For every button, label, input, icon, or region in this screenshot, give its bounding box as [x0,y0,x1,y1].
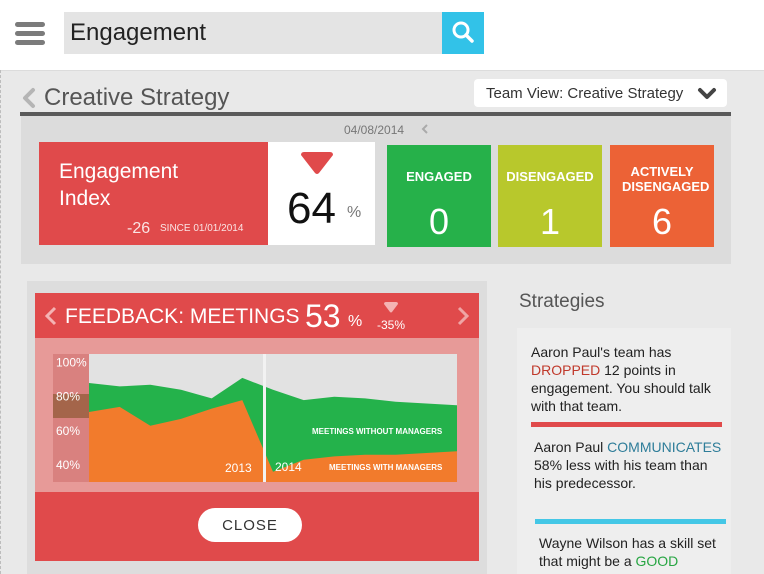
engagement-index-card: Engagement Index -26 SINCE 01/01/2014 [39,142,268,245]
date-label: 04/08/2014 [344,123,405,137]
chevron-right-icon[interactable] [457,306,469,326]
title-underline [20,112,731,116]
series-label: MEETINGS WITHOUT MANAGERS [312,427,443,436]
feedback-chart: 100% 80% 60% 40% 2013 2014 MEETINGS WITHOUT MA… [53,354,457,482]
y-tick-label: 40% [56,458,80,472]
search-icon [452,21,474,43]
tile-label: ACTIVELY DISENGAGED [622,164,710,194]
heart-icon [301,152,333,174]
feedback-percent-unit: % [348,313,363,330]
engaged-tile[interactable]: ENGAGED 0 [387,145,491,247]
page-title: Creative Strategy [44,84,230,111]
tile-label: DISENGAGED [506,169,594,184]
strategy-highlight: GOOD [635,553,679,569]
strategy-highlight: DROPPED [531,362,601,378]
strategy-card[interactable]: Aaron Paul COMMUNICATES 58% less with hi… [534,438,724,492]
back-chevron-icon[interactable] [19,87,41,109]
feedback-percent: 53 [305,298,341,334]
x-tick-label: 2014 [275,460,302,474]
divider [0,70,2,574]
strategy-divider [531,422,722,427]
series-with-managers-area [89,400,457,482]
menu-icon[interactable] [15,22,45,46]
series-label: MEETINGS WITH MANAGERS [329,463,443,472]
team-view-select[interactable]: Team View: Creative Strategy [474,79,727,107]
strategy-text: Aaron Paul [534,439,608,455]
feedback-header: FEEDBACK: MEETINGS 53 % -35% [35,293,479,338]
engagement-index-title: Engagement Index [59,160,179,210]
engagement-index-delta: -26 [127,220,151,237]
engagement-index-value: 64 [287,184,336,233]
strategy-text: Wayne Wilson has a skill set that might … [539,535,716,569]
search-input[interactable] [64,12,442,54]
engagement-index-since: SINCE 01/01/2014 [160,223,244,234]
chevron-down-icon [698,88,716,99]
feedback-title: FEEDBACK: MEETINGS [65,305,300,328]
strategy-text: 12 points in engagement. You should talk… [531,362,711,414]
strategy-text: 58% less with his team than his predeces… [534,457,708,491]
y-tick-label: 100% [56,356,87,370]
strategy-text: Aaron Paul's team has [531,344,672,360]
strategy-card[interactable]: Wayne Wilson has a skill set that might … [539,534,729,570]
feedback-delta: -35% [377,318,406,332]
y-axis-highlight [53,394,89,418]
year-divider [263,354,266,482]
strategy-highlight: COMMUNICATES [607,439,722,455]
search-button[interactable] [442,12,484,54]
strategies-panel [517,328,731,574]
actively-disengaged-tile[interactable]: ACTIVELY DISENGAGED 6 [610,145,714,247]
tile-value: 0 [428,201,450,242]
strategy-card[interactable]: Aaron Paul's team has DROPPED 12 points … [531,343,721,415]
disengaged-tile[interactable]: DISENGAGED 1 [498,145,602,247]
team-view-label: Team View: Creative Strategy [486,85,684,102]
previous-date-icon[interactable] [421,124,429,134]
tile-value: 6 [651,201,673,242]
close-button[interactable]: CLOSE [198,508,302,542]
tile-label: ENGAGED [406,169,472,184]
engagement-index-unit: % [347,204,362,221]
chevron-left-icon[interactable] [45,306,57,326]
y-tick-label: 60% [56,424,80,438]
strategies-title: Strategies [519,291,605,312]
x-tick-label: 2013 [225,461,252,475]
tile-value: 1 [539,201,561,242]
strategy-divider [535,519,726,524]
y-tick-label: 80% [56,390,80,404]
heart-icon [384,302,398,313]
